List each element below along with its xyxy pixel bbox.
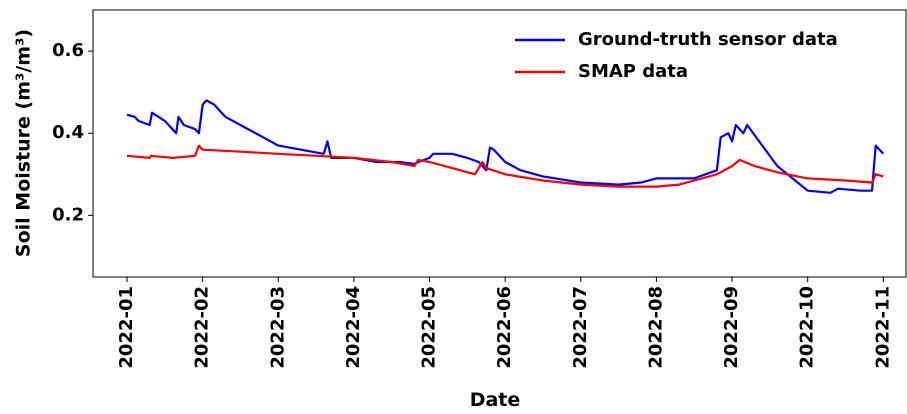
legend-label: Ground-truth sensor data xyxy=(578,29,838,50)
legend-label: SMAP data xyxy=(578,61,688,82)
x-tick-label: 2022-05 xyxy=(419,286,440,369)
y-tick-label: 0.4 xyxy=(52,122,84,143)
y-axis-label: Soil Moisture (m³/m³) xyxy=(13,29,35,257)
x-tick-label: 2022-06 xyxy=(494,286,515,369)
y-tick-label: 0.6 xyxy=(52,40,84,61)
x-tick-label: 2022-11 xyxy=(872,286,893,369)
x-tick-label: 2022-04 xyxy=(343,286,364,369)
data-line xyxy=(126,99,885,194)
x-tick-label: 2022-09 xyxy=(721,286,742,369)
x-axis-label: Date xyxy=(470,389,521,411)
x-tick-label: 2022-01 xyxy=(116,286,137,369)
x-tick-label: 2022-10 xyxy=(797,286,818,369)
y-tick-label: 0.2 xyxy=(52,204,84,225)
x-tick-label: 2022-03 xyxy=(267,286,288,369)
x-tick-label: 2022-08 xyxy=(645,286,666,369)
x-tick-label: 2022-07 xyxy=(570,286,591,369)
plot-frame xyxy=(92,9,907,278)
x-tick-label: 2022-02 xyxy=(192,286,213,369)
data-line xyxy=(126,144,884,188)
